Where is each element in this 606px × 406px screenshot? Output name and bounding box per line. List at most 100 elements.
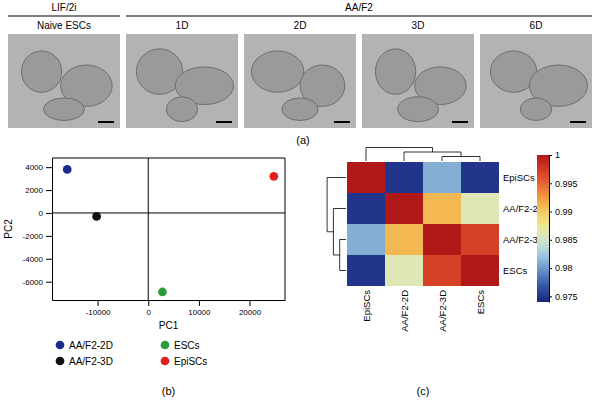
point [158,288,167,297]
point [269,172,278,181]
legend-marker [161,357,170,366]
colony [21,51,61,92]
image-label: 6D [530,20,543,31]
panel-caption: (b) [162,385,175,397]
cell [347,255,385,286]
panel-caption: (a) [296,134,309,146]
cell [347,224,385,255]
micrograph [8,34,120,128]
legend: AA/F2-2DESCsAA/F2-3DEpiSCs [56,340,208,367]
dendrogram-link [404,152,461,161]
tick: -4000 [23,255,52,264]
scale-bar [216,121,232,123]
scale-bar [452,121,468,123]
tick-label: 0.995 [555,179,578,189]
tick-label: 4000 [25,163,43,172]
tick: 1 [549,150,560,160]
micrograph [244,34,356,128]
tick: 0.98 [549,263,573,273]
tick: -2000 [23,232,52,241]
colony [520,98,551,121]
tick-mark [46,167,52,168]
figure: LIF/2iNaive ESCsAA/F21D2D3D6D(a)-1000001… [0,0,606,406]
cell [461,162,499,193]
group-label: LIF/2i [51,2,76,13]
tick-label: 0.98 [555,263,573,273]
tick-label: 0.99 [555,207,573,217]
colony [166,97,197,122]
colorbar-axis-line [549,156,550,303]
tick: -6000 [23,278,52,287]
colony [44,98,85,121]
dendrogram-link [366,148,433,162]
column-label: AA/F2-3D [437,290,448,332]
tick-label: -10000 [86,308,111,317]
column-label: EpiSCs [361,290,372,322]
zero-line [148,158,149,300]
tick-mark [46,259,52,260]
tick-label: -6000 [23,278,44,287]
cell [461,224,499,255]
tick: 0.99 [549,207,573,217]
cells [347,162,499,286]
dendrogram-link [340,240,346,271]
colony [398,97,439,122]
tick-mark [549,268,552,269]
cell [385,224,423,255]
image-label: Naive ESCs [37,20,91,31]
tick-mark [46,282,52,283]
tick-mark [46,213,52,214]
tick-label: 0.985 [555,235,578,245]
cell [423,193,461,224]
tick-label: 2000 [25,186,43,195]
image-label: 1D [176,20,189,31]
cell [347,193,385,224]
legend-label: AA/F2-3D [69,356,113,367]
tick-label: 0 [147,308,152,317]
dendrogram-link [327,178,346,232]
legend-label: EpiSCs [174,356,207,367]
tick-mark [549,183,552,184]
cell [423,255,461,286]
tick-mark [549,155,552,156]
scale-bar [570,121,586,123]
tick-mark [199,300,200,306]
tick-mark [148,300,149,306]
column-label: ESCs [475,290,486,315]
scatter-panel: -1000001000020000-6000-4000-200002000400… [3,158,286,397]
row-label: ESCs [503,265,528,276]
group-label: AA/F2 [345,2,373,13]
tick-mark [549,212,552,213]
tick-label: -2000 [23,232,44,241]
scale-bar [334,121,350,123]
tick: 0.975 [549,292,578,302]
legend-marker [56,357,65,366]
cell [385,162,423,193]
y-axis: -6000-4000-2000020004000 [23,159,53,301]
tick-mark [549,240,552,241]
micrograph-field [244,34,356,128]
group-rule [126,16,592,17]
tick-mark [549,296,552,297]
group-rule [8,16,120,17]
tick-label: 1 [555,150,560,160]
micrograph-field [8,34,120,128]
tick: 2000 [25,186,52,195]
legend-label: AA/F2-2D [69,340,113,351]
image-label: 2D [294,20,307,31]
tick: 20000 [239,300,262,317]
tick-mark [98,300,99,306]
x-axis-title: PC1 [159,320,179,331]
tick-mark [46,236,52,237]
colony [375,49,415,94]
panel-a: LIF/2iNaive ESCsAA/F21D2D3D6D(a) [8,2,592,146]
dendrograms [327,148,480,271]
tick: -10000 [86,300,111,317]
micrograph [480,34,592,128]
micrograph-field [480,34,592,128]
tick-label: 10000 [188,308,211,317]
colony [251,51,303,92]
cell [461,255,499,286]
cell [347,162,385,193]
cell [385,193,423,224]
